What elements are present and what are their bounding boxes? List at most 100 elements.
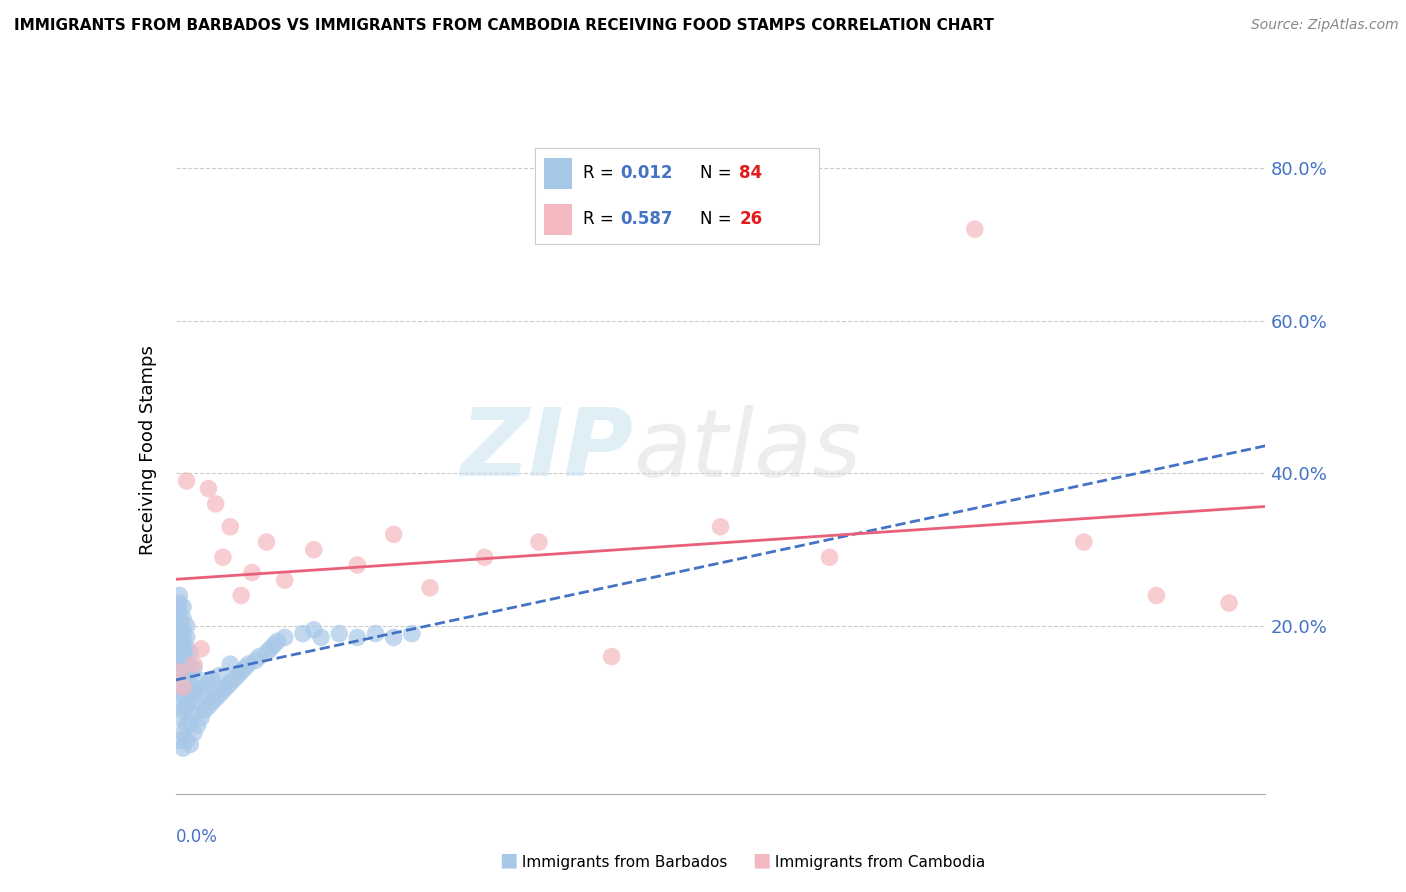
- Point: [204, 691, 226, 706]
- Point: [176, 619, 198, 633]
- Point: [238, 657, 260, 672]
- Point: [176, 653, 198, 667]
- Point: [710, 520, 733, 534]
- Point: [169, 653, 191, 667]
- Text: Source: ZipAtlas.com: Source: ZipAtlas.com: [1251, 18, 1399, 32]
- Text: ■: ■: [752, 851, 770, 870]
- Point: [186, 695, 209, 709]
- Text: Immigrants from Cambodia: Immigrants from Cambodia: [770, 855, 986, 870]
- Point: [172, 741, 194, 756]
- Point: [263, 638, 285, 652]
- Point: [194, 680, 217, 694]
- Point: [179, 714, 201, 729]
- Point: [219, 676, 242, 690]
- Text: ■: ■: [499, 851, 517, 870]
- Point: [194, 703, 217, 717]
- Point: [190, 710, 212, 724]
- Point: [183, 683, 205, 698]
- Text: Immigrants from Barbados: Immigrants from Barbados: [517, 855, 728, 870]
- Point: [169, 641, 191, 656]
- Point: [176, 733, 198, 747]
- Point: [169, 634, 191, 648]
- Point: [169, 611, 191, 625]
- Point: [328, 626, 350, 640]
- Point: [219, 657, 242, 672]
- Point: [231, 665, 253, 679]
- Point: [169, 604, 191, 618]
- Point: [274, 573, 297, 587]
- Text: IMMIGRANTS FROM BARBADOS VS IMMIGRANTS FROM CAMBODIA RECEIVING FOOD STAMPS CORRE: IMMIGRANTS FROM BARBADOS VS IMMIGRANTS F…: [14, 18, 994, 33]
- Point: [1146, 589, 1168, 603]
- Point: [201, 673, 224, 687]
- Point: [176, 718, 198, 732]
- Point: [190, 688, 212, 702]
- Point: [179, 691, 201, 706]
- Point: [169, 626, 191, 640]
- Point: [172, 646, 194, 660]
- Point: [527, 535, 550, 549]
- Point: [240, 566, 263, 580]
- Point: [172, 680, 194, 694]
- Point: [172, 623, 194, 637]
- Point: [419, 581, 441, 595]
- Point: [291, 626, 314, 640]
- Point: [176, 474, 198, 488]
- Point: [169, 589, 191, 603]
- Point: [176, 668, 198, 682]
- Point: [179, 737, 201, 751]
- Point: [600, 649, 623, 664]
- Point: [172, 657, 194, 672]
- Point: [364, 626, 387, 640]
- Point: [176, 683, 198, 698]
- Point: [818, 550, 841, 565]
- Point: [222, 673, 245, 687]
- Point: [169, 649, 191, 664]
- Point: [172, 638, 194, 652]
- Point: [176, 631, 198, 645]
- Point: [172, 726, 194, 740]
- Point: [266, 634, 288, 648]
- Point: [256, 535, 278, 549]
- Point: [245, 653, 267, 667]
- Point: [172, 673, 194, 687]
- Point: [169, 665, 191, 679]
- Point: [226, 668, 249, 682]
- Point: [346, 558, 368, 572]
- Point: [215, 680, 238, 694]
- Point: [172, 688, 194, 702]
- Point: [197, 699, 219, 714]
- Point: [197, 482, 219, 496]
- Point: [183, 706, 205, 721]
- Text: 0.0%: 0.0%: [176, 828, 218, 847]
- Point: [204, 497, 226, 511]
- Point: [212, 550, 235, 565]
- Point: [233, 661, 256, 675]
- Point: [208, 668, 231, 682]
- Point: [247, 649, 270, 664]
- Point: [179, 676, 201, 690]
- Point: [302, 542, 325, 557]
- Point: [179, 646, 201, 660]
- Text: ZIP: ZIP: [461, 404, 633, 497]
- Point: [169, 695, 191, 709]
- Point: [176, 641, 198, 656]
- Point: [179, 661, 201, 675]
- Point: [172, 611, 194, 625]
- Point: [963, 222, 986, 236]
- Point: [212, 683, 235, 698]
- Point: [169, 680, 191, 694]
- Point: [474, 550, 496, 565]
- Point: [183, 726, 205, 740]
- Point: [197, 676, 219, 690]
- Point: [169, 665, 191, 679]
- Y-axis label: Receiving Food Stamps: Receiving Food Stamps: [139, 345, 157, 556]
- Point: [1218, 596, 1240, 610]
- Point: [169, 733, 191, 747]
- Point: [274, 631, 297, 645]
- Point: [169, 619, 191, 633]
- Point: [1073, 535, 1095, 549]
- Point: [208, 688, 231, 702]
- Point: [186, 718, 209, 732]
- Point: [231, 589, 253, 603]
- Point: [382, 527, 405, 541]
